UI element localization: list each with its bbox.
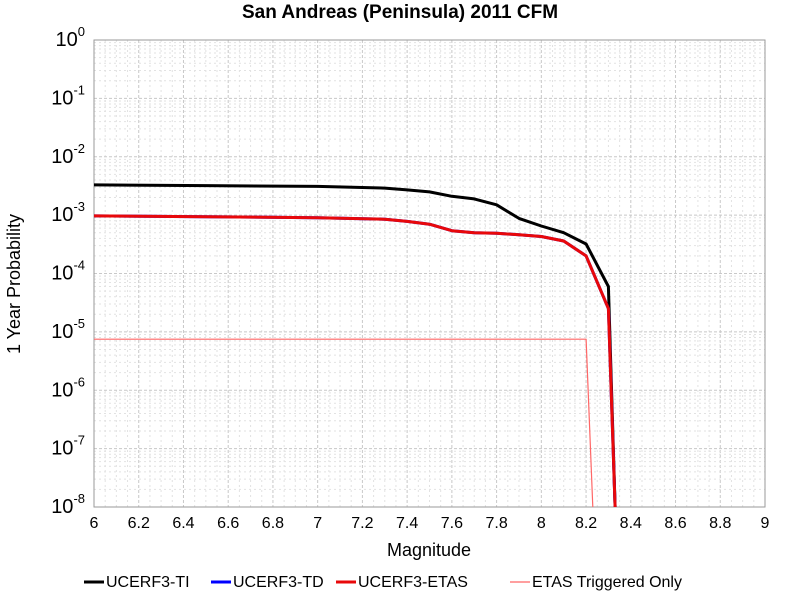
chart-title: San Andreas (Peninsula) 2011 CFM <box>242 2 558 23</box>
x-tick-label: 7.8 <box>485 515 507 532</box>
y-tick-label: 10-5 <box>51 316 85 343</box>
x-tick-label: 7 <box>313 515 322 532</box>
x-tick-label: 7.4 <box>396 515 418 532</box>
x-tick-label: 8.8 <box>709 515 731 532</box>
x-tick-label: 6.2 <box>128 515 150 532</box>
y-axis-label: 1 Year Probability <box>4 214 24 354</box>
plot-border <box>93 39 766 508</box>
y-axis-ticks: 100 10-1 10-2 10-3 10-4 10-5 10-6 10-7 10-8 <box>51 24 85 518</box>
y-tick-label: 10-2 <box>51 141 85 168</box>
y-tick-label: 10-7 <box>51 433 85 460</box>
legend-label: UCERF3-ETAS <box>358 574 468 591</box>
legend-item-ucerf3-ti: UCERF3-TI <box>84 574 190 591</box>
legend-label: ETAS Triggered Only <box>532 574 682 591</box>
legend-item-ucerf3-etas: UCERF3-ETAS <box>336 574 468 591</box>
x-tick-label: 6 <box>90 515 99 532</box>
y-tick-label: 10-6 <box>51 374 85 401</box>
legend-item-etas-triggered-only: ETAS Triggered Only <box>510 574 682 591</box>
y-tick-label: 10-8 <box>51 491 85 518</box>
y-tick-label: 10-1 <box>51 82 85 109</box>
legend-item-ucerf3-td: UCERF3-TD <box>211 574 324 591</box>
x-tick-label: 7.6 <box>441 515 463 532</box>
x-axis-ticks: 6 6.2 6.4 6.6 6.8 7 7.2 7.4 7.6 7.8 8 8.2 8.4 8.6 8.8 9 <box>90 515 770 532</box>
x-tick-label: 6.8 <box>262 515 284 532</box>
series-line-ucerf3-etas <box>94 214 617 507</box>
x-tick-label: 8.4 <box>620 515 642 532</box>
x-tick-label: 6.6 <box>217 515 239 532</box>
series-line-ucerf3-ti <box>94 183 617 507</box>
legend-label: UCERF3-TD <box>233 574 324 591</box>
x-tick-label: 7.2 <box>351 515 373 532</box>
x-axis-label: Magnitude <box>387 540 471 560</box>
series-line-etas-triggered-only <box>94 338 594 507</box>
y-tick-label: 10-3 <box>51 199 85 226</box>
x-tick-label: 8.6 <box>664 515 686 532</box>
legend: UCERF3-TI UCERF3-TD UCERF3-ETAS ETAS Trigge… <box>84 574 682 591</box>
grid <box>93 40 766 508</box>
x-tick-label: 6.4 <box>172 515 194 532</box>
y-tick-label: 10-4 <box>51 258 85 285</box>
x-tick-label: 8 <box>537 515 546 532</box>
y-tick-label: 100 <box>56 24 85 51</box>
legend-label: UCERF3-TI <box>106 574 190 591</box>
x-tick-label: 9 <box>761 515 770 532</box>
x-tick-label: 8.2 <box>575 515 597 532</box>
series-group <box>94 183 617 507</box>
plot-area <box>93 39 766 508</box>
